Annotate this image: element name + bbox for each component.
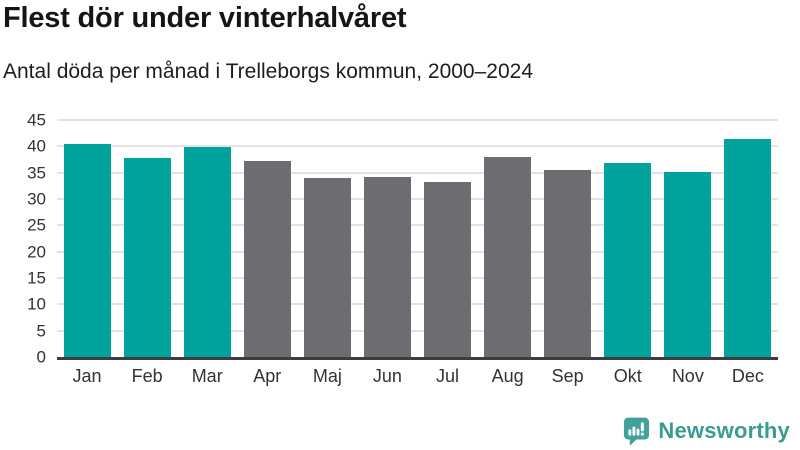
page-subtitle: Antal döda per månad i Trelleborgs kommu… <box>3 60 534 83</box>
x-tick-jan: Jan <box>72 366 102 386</box>
gridline-15 <box>57 277 778 280</box>
bar-apr <box>243 160 291 357</box>
gridline-10 <box>57 303 778 306</box>
x-tick-okt: Okt <box>613 366 642 386</box>
x-tick-nov: Nov <box>671 366 704 386</box>
newsworthy-logo[interactable]: Newsworthy <box>622 415 790 447</box>
bar-nov <box>664 171 712 357</box>
bar-slot-sep <box>538 120 598 357</box>
y-tick-30: 30 <box>27 189 46 209</box>
bar-slot-apr <box>237 120 297 357</box>
y-axis-labels: 0 5 10 15 20 25 30 35 40 45 <box>0 112 46 366</box>
bar-slot-mar <box>177 120 237 357</box>
gridline-30 <box>57 198 778 201</box>
gridline-25 <box>57 224 778 227</box>
y-tick-20: 20 <box>27 242 46 262</box>
bar-slot-maj <box>297 120 357 357</box>
y-tick-0: 0 <box>36 347 46 367</box>
bar-dec <box>724 138 772 357</box>
bar-maj <box>303 178 351 357</box>
bar-mar <box>183 146 231 357</box>
gridline-35 <box>57 171 778 174</box>
x-tick-maj: Maj <box>312 366 342 386</box>
bar-slot-nov <box>658 120 718 357</box>
gridline-40 <box>57 145 778 148</box>
x-tick-mar: Mar <box>191 366 223 386</box>
x-tick-jul: Jul <box>436 366 460 386</box>
page-title: Flest dör under vinterhalvåret <box>3 2 407 34</box>
bar-slot-feb <box>117 120 177 357</box>
bar-slot-okt <box>598 120 658 357</box>
x-tick-feb: Feb <box>131 366 163 386</box>
y-tick-25: 25 <box>27 215 46 235</box>
bar-slot-jan <box>57 120 117 357</box>
x-axis-labels: Jan Feb Mar Apr Maj Jun Jul Aug Sep Okt Nov Dec <box>57 366 778 387</box>
bar-jun <box>363 176 411 357</box>
x-tick-sep: Sep <box>551 366 584 386</box>
y-tick-10: 10 <box>27 294 46 314</box>
x-tick-apr: Apr <box>253 366 282 386</box>
newsworthy-speech-bubble-bar-chart-icon <box>622 416 651 447</box>
y-tick-5: 5 <box>36 321 46 341</box>
bar-okt <box>604 163 652 357</box>
x-tick-jun: Jun <box>372 366 402 386</box>
bars <box>57 120 778 357</box>
bar-sep <box>544 169 592 357</box>
gridline-20 <box>57 250 778 253</box>
y-tick-40: 40 <box>27 136 46 156</box>
y-tick-35: 35 <box>27 163 46 183</box>
y-tick-45: 45 <box>27 110 46 130</box>
bar-slot-aug <box>478 120 538 357</box>
brand-name: Newsworthy <box>658 418 790 443</box>
bar-slot-dec <box>718 120 778 357</box>
x-tick-aug: Aug <box>491 366 524 386</box>
gridline-5 <box>57 329 778 332</box>
bar-jul <box>424 181 471 357</box>
bar-slot-jun <box>357 120 417 357</box>
gridline-45 <box>57 119 778 121</box>
y-tick-15: 15 <box>27 268 46 288</box>
bar-aug <box>484 157 532 357</box>
x-tick-dec: Dec <box>731 366 764 386</box>
bar-feb <box>123 157 171 357</box>
bar-jan <box>63 144 111 357</box>
plot-area <box>57 119 778 360</box>
bar-slot-jul <box>417 120 477 357</box>
